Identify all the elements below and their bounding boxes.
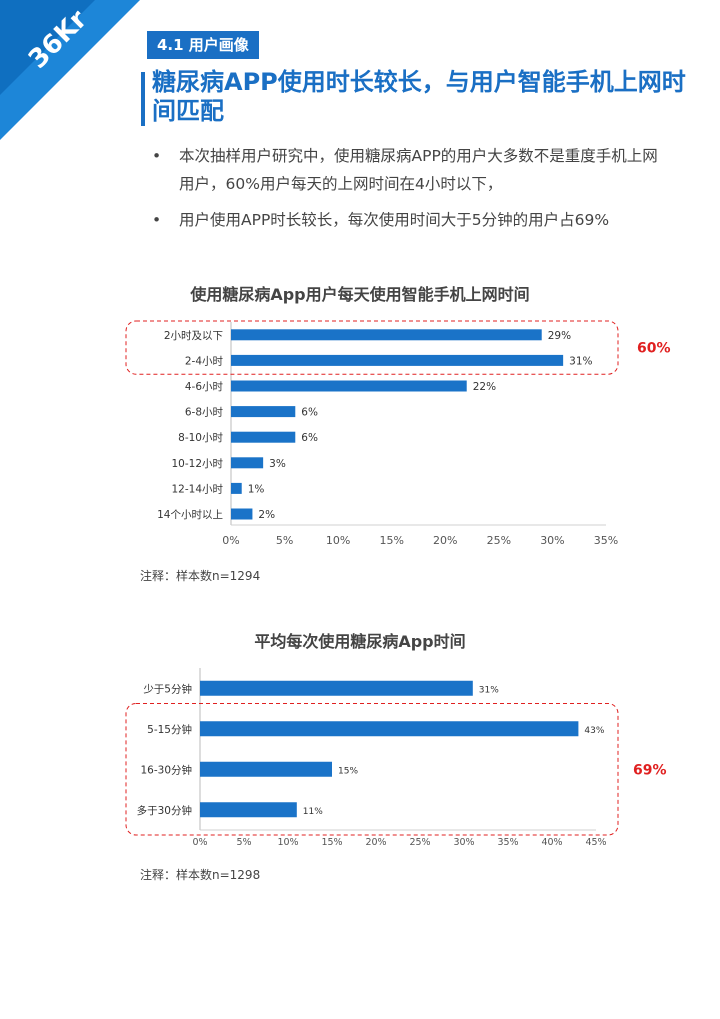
- x-tick-label: 25%: [409, 837, 430, 848]
- data-label: 6%: [301, 407, 318, 419]
- bar: [231, 329, 542, 341]
- x-tick-label: 30%: [453, 837, 474, 848]
- category-label: 16-30分钟: [140, 763, 192, 776]
- category-label: 2-4小时: [185, 355, 224, 367]
- x-tick-label: 10%: [277, 837, 298, 848]
- bar: [231, 482, 242, 494]
- data-label: 6%: [301, 432, 318, 444]
- bar: [200, 761, 332, 777]
- data-label: 22%: [473, 381, 496, 393]
- category-label: 多于30分钟: [137, 804, 192, 817]
- x-tick-label: 5%: [276, 534, 293, 547]
- bullet-list: • 本次抽样用户研究中，使用糖尿病APP的用户大多数不是重度手机上网用户，60%用…: [152, 142, 672, 242]
- data-label: 31%: [569, 355, 592, 367]
- x-tick-label: 35%: [497, 837, 518, 848]
- data-label: 29%: [548, 330, 571, 342]
- category-label: 14个小时以上: [157, 509, 223, 521]
- data-label: 31%: [479, 685, 499, 695]
- data-label: 2%: [258, 509, 275, 521]
- bar: [231, 508, 253, 520]
- bar: [231, 431, 296, 443]
- data-label: 1%: [248, 483, 265, 495]
- x-tick-label: 40%: [541, 837, 562, 848]
- bar: [200, 721, 579, 737]
- bullet-text: 用户使用APP时长较长，每次使用时间大于5分钟的用户占69%: [179, 211, 610, 229]
- bullet-dot: •: [152, 147, 162, 165]
- chart-1-note: 注释：样本数n=1294: [140, 569, 261, 583]
- bar: [200, 680, 473, 696]
- category-label: 12-14小时: [171, 483, 223, 495]
- brand-logo: 36Kr: [0, 0, 140, 140]
- highlight-label: 60%: [637, 341, 671, 357]
- x-tick-label: 30%: [540, 534, 564, 547]
- category-label: 5-15分钟: [147, 723, 192, 736]
- chart-2-title: 平均每次使用糖尿病App时间: [254, 632, 466, 651]
- data-label: 43%: [584, 726, 604, 736]
- data-label: 3%: [269, 458, 286, 470]
- category-label: 2小时及以下: [164, 330, 223, 342]
- bullet-text: 本次抽样用户研究中，使用糖尿病APP的用户大多数不是重度手机上网用户，60%用户…: [179, 147, 658, 193]
- category-label: 6-8小时: [185, 407, 224, 419]
- x-tick-label: 20%: [365, 837, 386, 848]
- bar: [231, 457, 264, 469]
- x-tick-label: 25%: [487, 534, 511, 547]
- data-label: 11%: [303, 807, 323, 817]
- bar: [231, 380, 467, 392]
- bullet-item: • 本次抽样用户研究中，使用糖尿病APP的用户大多数不是重度手机上网用户，60%用…: [152, 142, 672, 198]
- x-tick-label: 15%: [379, 534, 403, 547]
- bullet-item: • 用户使用APP时长较长，每次使用时间大于5分钟的用户占69%: [152, 206, 672, 234]
- chart-1: 2小时及以下 29% 2-4小时 31% 4-6小时 22% 6-8小时 6% 8-10小时 6%…: [125, 320, 671, 547]
- highlight-box: [125, 703, 619, 836]
- highlight-label: 69%: [633, 762, 667, 778]
- chart-2-note: 注释：样本数n=1298: [140, 868, 261, 882]
- chart-1-title: 使用糖尿病App用户每天使用智能手机上网时间: [190, 285, 530, 304]
- x-tick-label: 10%: [326, 534, 350, 547]
- category-label: 4-6小时: [185, 381, 224, 393]
- category-label: 10-12小时: [171, 458, 223, 470]
- bar: [231, 406, 296, 418]
- category-label: 少于5分钟: [143, 682, 192, 695]
- x-tick-label: 35%: [594, 534, 618, 547]
- title-accent-bar: [141, 72, 145, 126]
- x-tick-label: 0%: [222, 534, 239, 547]
- x-tick-label: 0%: [192, 837, 207, 848]
- bar: [200, 802, 297, 818]
- highlight-box: [125, 320, 619, 375]
- section-tag: 4.1 用户画像: [147, 31, 259, 59]
- x-tick-label: 15%: [321, 837, 342, 848]
- chart-2: 少于5分钟 31% 5-15分钟 43% 16-30分钟 15% 多于30分钟 11% 0% 5%…: [125, 668, 667, 848]
- bar: [231, 354, 564, 366]
- page-title: 糖尿病APP使用时长较长，与用户智能手机上网时间匹配: [152, 68, 686, 125]
- x-tick-label: 20%: [433, 534, 457, 547]
- bullet-dot: •: [152, 211, 162, 229]
- x-tick-label: 5%: [236, 837, 251, 848]
- data-label: 15%: [338, 766, 358, 776]
- x-tick-label: 45%: [585, 837, 606, 848]
- category-label: 8-10小时: [178, 432, 223, 444]
